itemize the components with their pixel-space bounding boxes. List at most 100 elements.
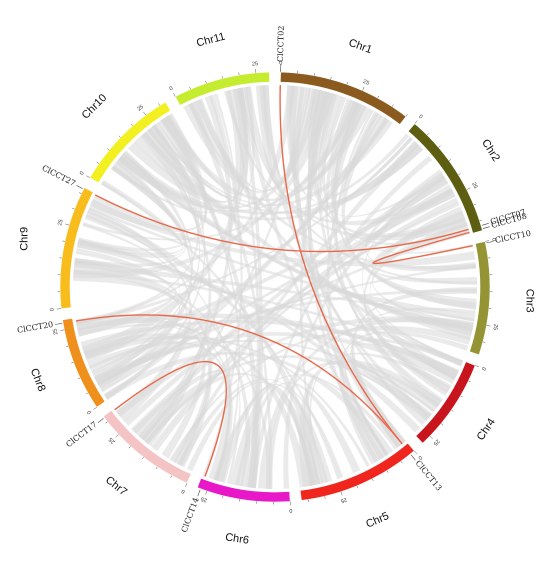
tick-mark	[331, 77, 332, 79]
tick-mark	[97, 162, 99, 163]
tick-label: 25	[340, 496, 348, 504]
tick-mark	[392, 105, 393, 107]
tick-label: 0	[86, 409, 93, 415]
chromosome-label-chr11: Chr11	[195, 31, 226, 50]
tick-mark	[116, 434, 119, 437]
gene-label-clcct20: ClCCT20	[16, 320, 53, 335]
chromosome-label-chr4: Chr4	[475, 416, 498, 442]
tick-label: 0	[417, 114, 423, 121]
chromosome-label-chr2: Chr2	[479, 137, 502, 164]
tick-mark	[60, 330, 64, 331]
tick-mark	[66, 346, 68, 347]
tick-mark	[206, 81, 207, 83]
tick-label: 0	[79, 171, 86, 177]
chromosome-label-chr6: Chr6	[224, 531, 249, 546]
tick-mark	[485, 241, 489, 242]
tick-mark	[487, 325, 491, 326]
tick-mark	[357, 486, 358, 488]
gene-leader-line	[76, 185, 82, 188]
tick-label: 25	[108, 436, 117, 445]
tick-label: 25	[200, 495, 208, 503]
gene-label-clcct14: ClCCT14	[180, 496, 201, 533]
tick-mark	[65, 224, 69, 225]
tick-mark	[414, 451, 417, 454]
gene-label-clcct17: ClCCT17	[64, 420, 98, 449]
tick-mark	[71, 362, 73, 363]
tick-mark	[119, 136, 121, 138]
tick-mark	[372, 479, 373, 481]
tick-label: 25	[470, 182, 478, 190]
tick-mark	[78, 378, 80, 379]
tick-mark	[480, 220, 482, 221]
tick-label: 25	[491, 323, 498, 330]
tick-mark	[72, 208, 74, 209]
tick-mark	[468, 381, 470, 382]
tick-mark	[143, 112, 145, 115]
tick-label: 25	[432, 438, 441, 447]
tick-mark	[460, 396, 462, 397]
tick-mark	[415, 121, 418, 124]
tick-mark	[378, 96, 379, 98]
tick-mark	[106, 422, 108, 424]
gene-label-clcct27: ClCCT27	[40, 163, 77, 188]
tick-mark	[439, 146, 441, 148]
gene-leader-line	[483, 227, 490, 229]
tick-mark	[441, 423, 443, 425]
chromosome-label-chr3: Chr3	[524, 289, 536, 313]
background-links-group	[73, 85, 477, 489]
tick-mark	[93, 407, 96, 409]
tick-label: 25	[362, 79, 370, 87]
tick-mark	[458, 174, 460, 175]
chromosome-label-chr7: Chr7	[103, 474, 129, 498]
chromosome-label-chr5: Chr5	[364, 510, 391, 531]
tick-mark	[467, 188, 471, 190]
tick-mark	[387, 471, 388, 473]
tick-mark	[341, 492, 342, 496]
tick-mark	[206, 491, 207, 495]
chromosome-label-chr10: Chr10	[80, 92, 110, 122]
tick-mark	[430, 436, 433, 439]
chromosome-label-chr9: Chr9	[18, 227, 30, 251]
tick-mark	[474, 204, 476, 205]
tick-mark	[451, 410, 453, 411]
gene-leader-line	[486, 241, 493, 242]
gene-label-clcct02: ClCCT02	[276, 26, 286, 63]
tick-label: 25	[252, 61, 259, 68]
gene-label-clcct13: ClCCT13	[414, 459, 444, 493]
tick-mark	[223, 496, 224, 498]
tick-label: 0	[49, 308, 55, 312]
tick-mark	[86, 176, 89, 178]
gene-leader-line	[198, 490, 200, 497]
chromosome-label-chr8: Chr8	[28, 367, 48, 394]
chromosome-label-chr1: Chr1	[347, 37, 373, 56]
tick-mark	[158, 103, 159, 105]
tick-mark	[427, 133, 429, 135]
gene-leader-line	[55, 323, 62, 324]
tick-label: 25	[57, 219, 65, 227]
tick-mark	[475, 365, 479, 366]
tick-mark	[107, 148, 109, 150]
tick-mark	[222, 76, 223, 78]
tick-mark	[190, 87, 191, 89]
tick-mark	[79, 193, 81, 194]
tick-label: 0	[169, 86, 174, 93]
tick-mark	[129, 446, 131, 448]
tick-mark	[185, 483, 187, 487]
tick-mark	[449, 159, 451, 160]
tick-mark	[142, 457, 144, 459]
tick-mark	[171, 476, 172, 478]
gene-leader-line	[98, 418, 104, 422]
gene-leader-line	[482, 223, 489, 225]
gene-label-clcct10: ClCCT10	[494, 229, 532, 245]
tick-mark	[483, 342, 485, 343]
tick-label: 0	[289, 507, 292, 513]
tick-mark	[406, 115, 408, 117]
tick-mark	[363, 87, 365, 91]
tick-mark	[131, 124, 133, 126]
tick-mark	[173, 93, 175, 97]
tick-mark	[86, 393, 88, 394]
tick-mark	[401, 461, 402, 463]
tick-label: 0	[181, 488, 186, 495]
